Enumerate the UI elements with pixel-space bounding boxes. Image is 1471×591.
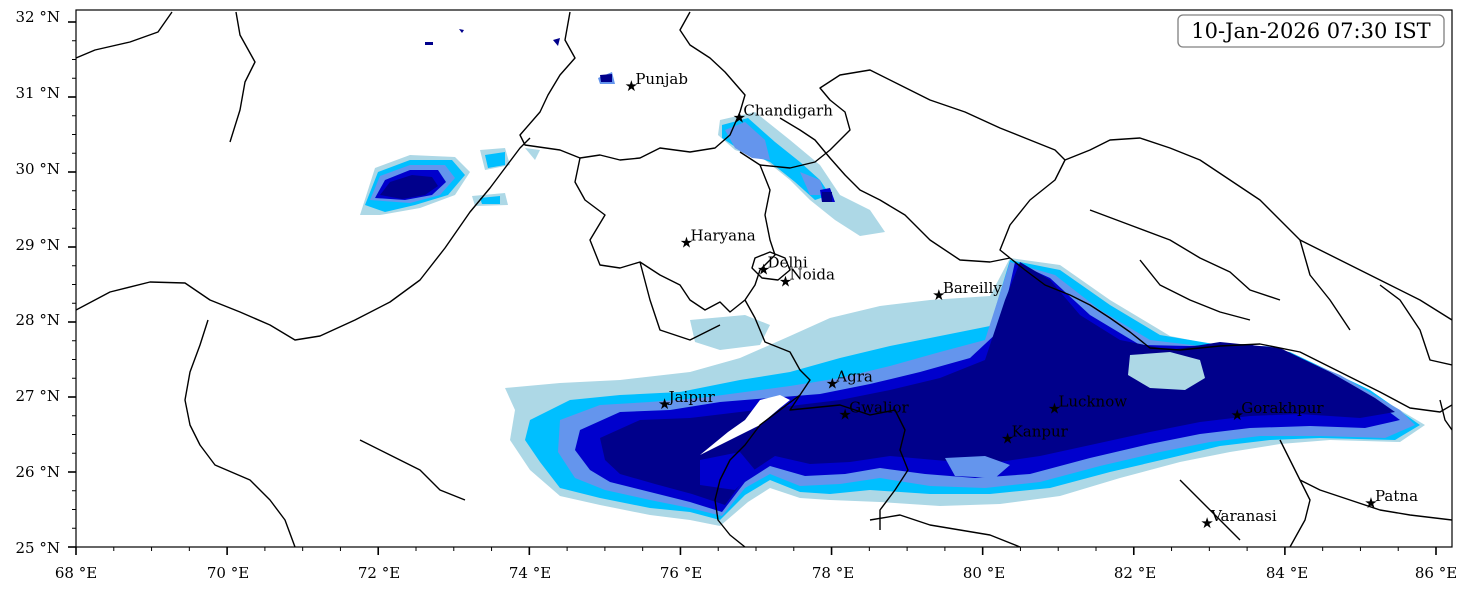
clear-gap	[700, 395, 790, 455]
city-marker-icon: ★	[733, 108, 746, 126]
fog-level-5	[380, 29, 1395, 505]
city-label: Agra	[835, 368, 873, 386]
city-marker-icon: ★	[680, 234, 693, 252]
city-label: Punjab	[635, 70, 688, 88]
x-tick-label: 68 °E	[55, 564, 97, 582]
axis-ticks	[68, 21, 1437, 555]
city-label: Bareilly	[943, 279, 1002, 297]
city-marker-icon: ★	[1364, 494, 1377, 512]
y-tick-label: 29 °N	[16, 236, 60, 254]
city-label: Jaipur	[667, 388, 716, 406]
city-label: Gwalior	[849, 398, 909, 416]
plot-frame	[75, 9, 1453, 548]
x-tick-label: 86 °E	[1415, 564, 1457, 582]
fog-inner-clearings	[700, 352, 1205, 490]
y-tick-label: 31 °N	[16, 84, 60, 102]
x-tick-label: 76 °E	[660, 564, 702, 582]
x-tick-label: 80 °E	[963, 564, 1005, 582]
city-label: Lucknow	[1058, 392, 1127, 410]
city-label: Gorakhpur	[1241, 399, 1324, 417]
y-tick-label: 25 °N	[16, 539, 60, 557]
city-marker-icon: ★	[1231, 406, 1244, 424]
city-label: Varanasi	[1210, 507, 1277, 525]
y-tick-label: 30 °N	[16, 160, 60, 178]
places-layer: ★Punjab★Chandigarh★Haryana★Delhi★Noida★B…	[625, 70, 1418, 532]
city-marker-icon: ★	[779, 273, 792, 291]
city-marker-icon: ★	[757, 261, 770, 279]
city-label: Delhi	[768, 254, 808, 272]
admin-boundaries	[76, 11, 1452, 547]
x-tick-label: 72 °E	[358, 564, 400, 582]
x-tick-label: 82 °E	[1114, 564, 1156, 582]
city-marker-icon: ★	[1001, 429, 1014, 447]
x-tick-label: 70 °E	[207, 564, 249, 582]
city-marker-icon: ★	[625, 77, 638, 95]
city-label: Chandigarh	[743, 101, 833, 119]
city-marker-icon: ★	[838, 405, 851, 423]
city-marker-icon: ★	[1200, 514, 1213, 532]
x-tick-label: 84 °E	[1266, 564, 1308, 582]
fog-shading	[360, 29, 1425, 526]
y-tick-label: 32 °N	[16, 8, 60, 26]
plot-area: ★Punjab★Chandigarh★Haryana★Delhi★Noida★B…	[76, 10, 1452, 547]
city-marker-icon: ★	[826, 375, 839, 393]
y-tick-label: 28 °N	[16, 311, 60, 329]
timestamp-box: 10-Jan-2026 07:30 IST	[1177, 14, 1445, 48]
city-marker-icon: ★	[1048, 399, 1061, 417]
city-label: Haryana	[690, 227, 755, 245]
x-tick-label: 74 °E	[509, 564, 551, 582]
city-label: Patna	[1375, 487, 1418, 505]
y-tick-label: 26 °N	[16, 463, 60, 481]
x-tick-label: 78 °E	[812, 564, 854, 582]
timestamp-text: 10-Jan-2026 07:30 IST	[1191, 19, 1430, 43]
x-axis-labels: 68 °E 70 °E 72 °E 74 °E 76 °E 78 °E 80 °…	[55, 564, 1457, 582]
y-axis-labels: 32 °N 31 °N 30 °N 29 °N 28 °N 27 °N 26 °…	[16, 8, 60, 557]
city-marker-icon: ★	[932, 286, 945, 304]
city-label: Noida	[789, 266, 835, 284]
city-marker-icon: ★	[658, 395, 671, 413]
city-label: Kanpur	[1012, 422, 1069, 440]
y-tick-label: 27 °N	[16, 387, 60, 405]
